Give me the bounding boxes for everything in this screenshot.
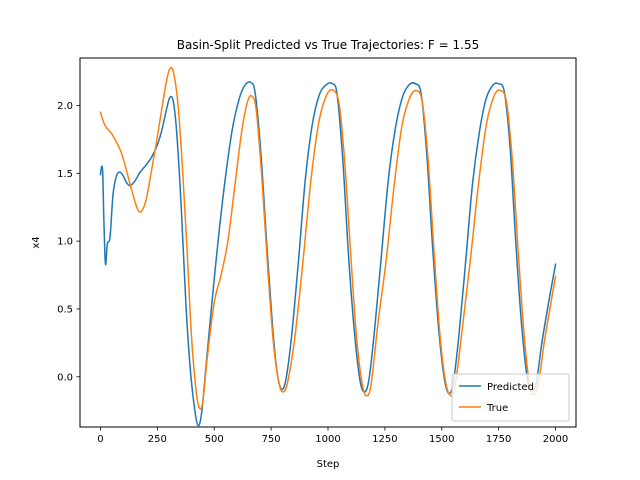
x-axis-label: Step (317, 459, 340, 470)
chart-title: Basin-Split Predicted vs True Trajectori… (177, 38, 479, 52)
series-line-predicted (99, 81, 557, 427)
legend-label-true: True (486, 403, 508, 414)
x-axis: 0 250 500 750 1000 1250 1500 1750 2000 (97, 427, 568, 445)
x-tick-label: 0 (97, 434, 103, 445)
y-axis: 0.0 0.5 1.0 1.5 2.0 (57, 101, 80, 383)
legend-label-predicted: Predicted (487, 382, 534, 393)
x-tick-label: 2000 (543, 434, 568, 445)
y-tick-label: 1.5 (57, 169, 73, 180)
legend-box (451, 373, 570, 422)
x-tick-label: 500 (205, 434, 224, 445)
series-line-true (99, 66, 557, 410)
y-tick-label: 0.5 (57, 304, 73, 315)
x-tick-label: 250 (148, 434, 167, 445)
x-tick-label: 750 (262, 434, 281, 445)
y-axis-label: x4 (31, 236, 42, 248)
y-tick-label: 0.0 (57, 372, 73, 383)
x-tick-label: 1250 (372, 434, 397, 445)
legend: Predicted True (451, 373, 570, 422)
x-tick-label: 1500 (429, 434, 454, 445)
x-tick-label: 1000 (315, 434, 340, 445)
x-tick-label: 1750 (486, 434, 511, 445)
series-layer (99, 66, 557, 427)
y-tick-label: 1.0 (57, 237, 73, 248)
y-tick-label: 2.0 (57, 101, 73, 112)
